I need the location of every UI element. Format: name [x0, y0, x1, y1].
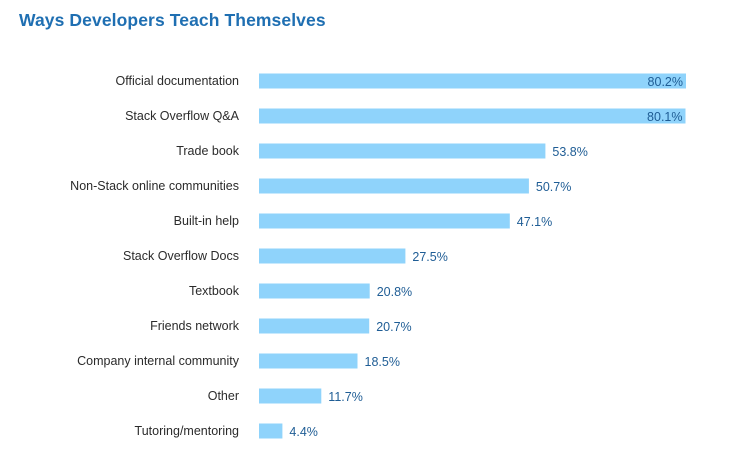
bar: [259, 423, 283, 439]
bar: [259, 143, 546, 159]
data-label: 27.5%: [412, 250, 447, 264]
data-label: 20.8%: [377, 285, 412, 299]
category-label: Textbook: [189, 284, 240, 298]
chart-title: Ways Developers Teach Themselves: [19, 10, 326, 30]
bar: [259, 73, 686, 89]
category-label: Friends network: [150, 319, 240, 333]
category-label: Stack Overflow Q&A: [125, 109, 240, 123]
data-label: 47.1%: [517, 215, 552, 229]
bar: [259, 178, 529, 194]
category-label: Company internal community: [77, 354, 240, 368]
bar: [259, 318, 370, 334]
category-label: Tutoring/mentoring: [135, 424, 239, 438]
bar: [259, 353, 358, 369]
data-label: 53.8%: [552, 145, 587, 159]
category-label: Built-in help: [174, 214, 239, 228]
data-label: 80.1%: [647, 110, 682, 124]
data-label: 50.7%: [536, 180, 571, 194]
bar: [259, 388, 322, 404]
category-label: Non-Stack online communities: [70, 179, 239, 193]
data-label: 11.7%: [328, 390, 363, 404]
category-label: Trade book: [176, 144, 240, 158]
data-label: 20.7%: [376, 320, 411, 334]
bar: [259, 283, 370, 299]
data-label: 4.4%: [289, 425, 318, 439]
data-label: 80.2%: [648, 75, 683, 89]
bar: [259, 213, 510, 229]
bar: [259, 108, 686, 124]
bar: [259, 248, 406, 264]
category-label: Official documentation: [116, 74, 239, 88]
bars-layer: Official documentation 80.2% Stack Overflo…: [70, 73, 686, 439]
category-label: Stack Overflow Docs: [123, 249, 239, 263]
category-label: Other: [208, 389, 239, 403]
data-label: 18.5%: [365, 355, 400, 369]
